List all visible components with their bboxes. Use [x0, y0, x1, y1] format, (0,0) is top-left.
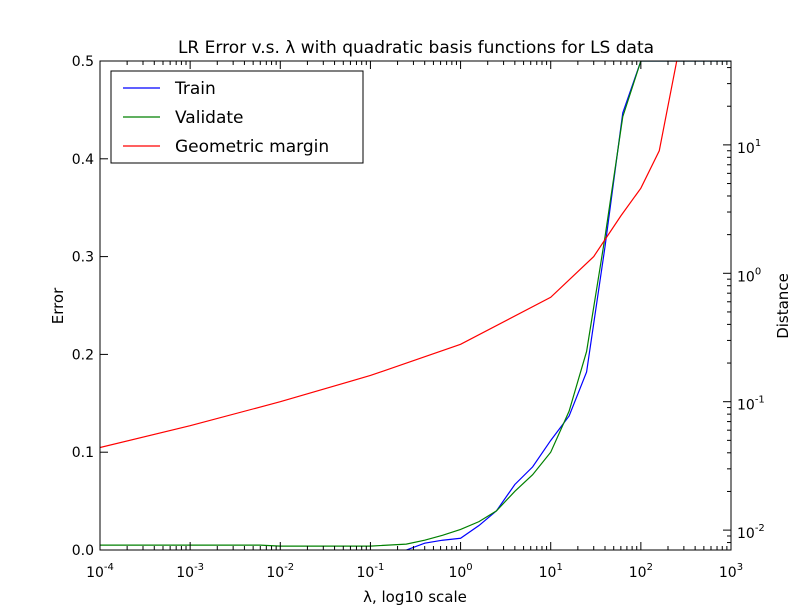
y-axis-label: Error	[49, 287, 67, 324]
x-tick-label: 102	[629, 562, 653, 581]
x-tick-label: 103	[719, 562, 743, 581]
legend-label: Geometric margin	[175, 137, 329, 157]
x-axis-label: λ, log10 scale	[363, 588, 467, 606]
y2-tick-label: 10-1	[737, 395, 765, 414]
y-tick-label: 0.4	[72, 152, 94, 168]
y-tick-label: 0.0	[72, 543, 94, 559]
legend-label: Validate	[175, 108, 244, 128]
y2-tick-label: 10-2	[737, 523, 765, 542]
y-axis-right: 10-2 10-1 100 101	[723, 67, 765, 551]
y-tick-label: 0.1	[72, 445, 94, 461]
series-line-1	[100, 61, 731, 547]
x-tick-label: 10-2	[266, 562, 294, 581]
series-line-2	[100, 61, 678, 449]
chart-title: LR Error v.s. λ with quadratic basis fun…	[178, 38, 654, 58]
x-tick-label: 101	[539, 562, 563, 581]
y-tick-label: 0.3	[72, 250, 94, 266]
y-axis-left: 0.0 0.1 0.2 0.3 0.4 0.5	[72, 54, 108, 559]
y2-axis-label: Distance	[774, 273, 792, 339]
x-tick-label: 10-4	[86, 562, 114, 581]
y-tick-label: 0.5	[72, 54, 94, 70]
x-tick-label: 10-1	[357, 562, 385, 581]
y2-tick-label: 100	[737, 266, 761, 285]
x-tick-label: 100	[448, 562, 472, 581]
plot-area	[99, 60, 732, 551]
legend: Train Validate Geometric margin	[110, 70, 364, 164]
y2-tick-label: 101	[737, 138, 761, 157]
x-axis: 10-4 10-3 10-2 10-1 100 101 102 103	[86, 61, 743, 581]
y-tick-label: 0.2	[72, 347, 94, 363]
series-line-0	[406, 61, 731, 550]
legend-label: Train	[174, 79, 216, 99]
series-layer	[100, 61, 731, 550]
x-tick-label: 10-3	[176, 562, 204, 581]
plot-frame	[99, 60, 732, 551]
